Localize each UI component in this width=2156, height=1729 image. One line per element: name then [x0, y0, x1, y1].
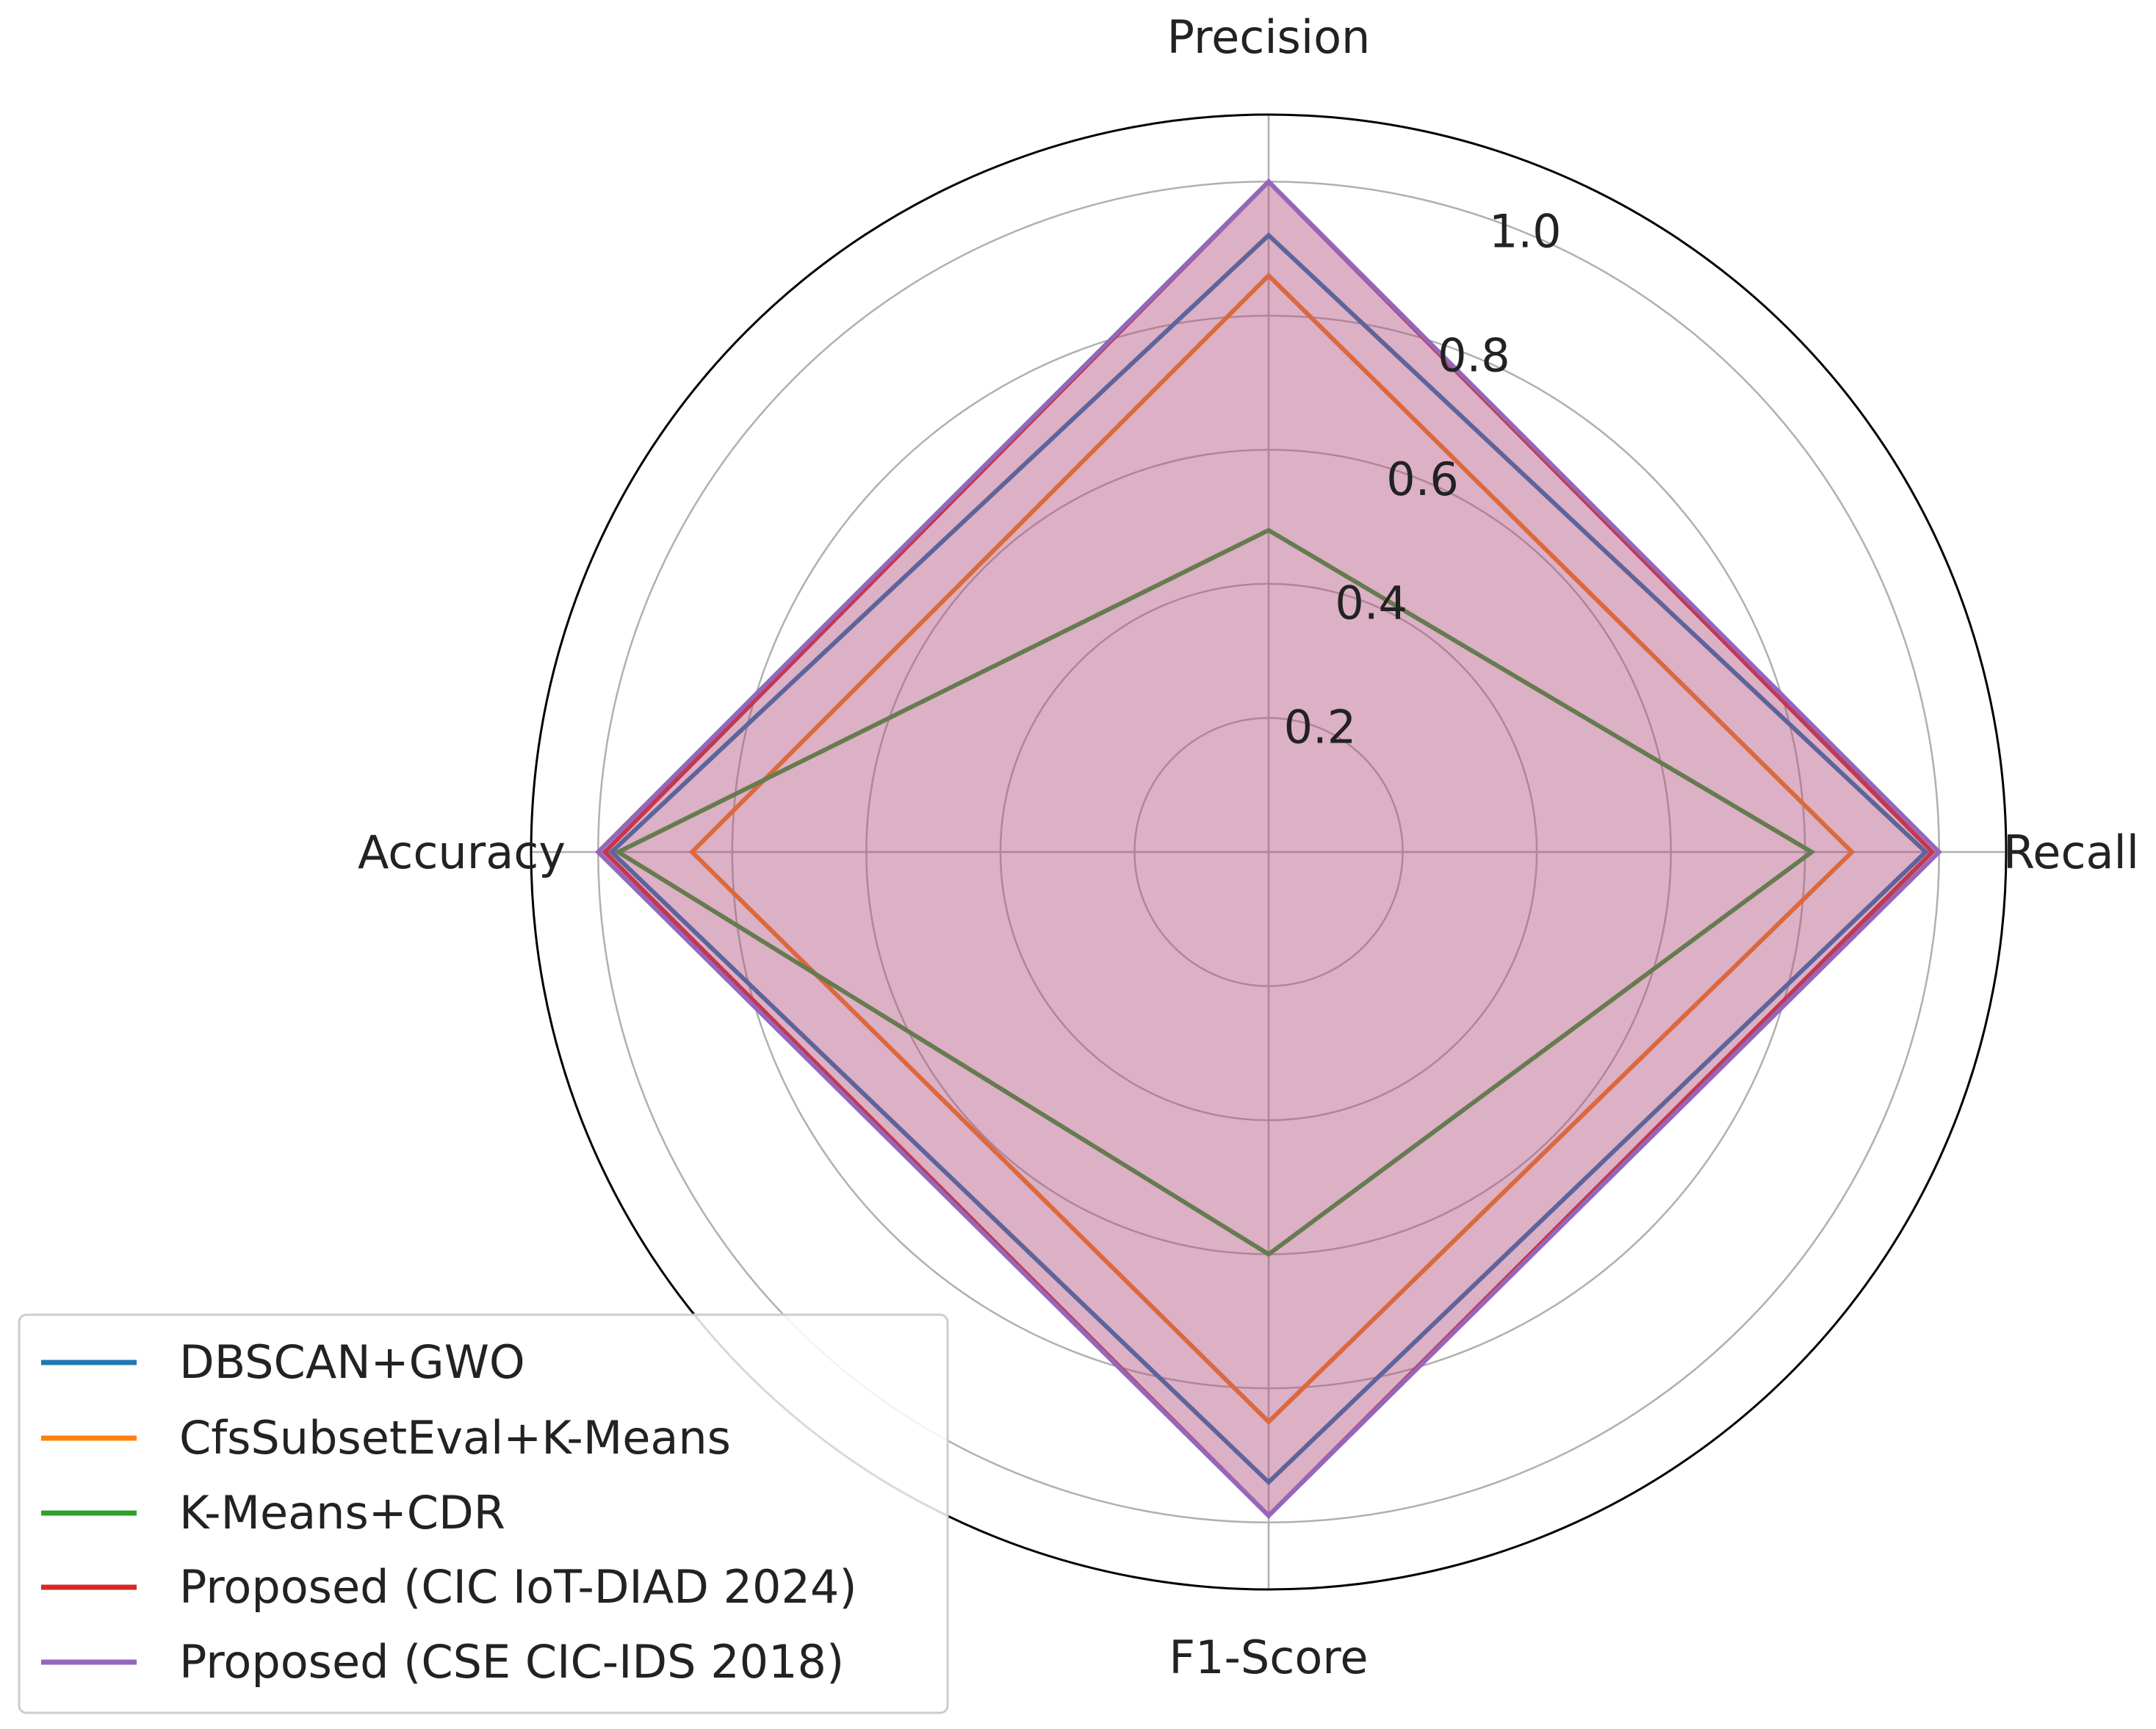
- axis-label-recall: Recall: [2003, 826, 2139, 879]
- angular-grid: [531, 115, 2006, 1589]
- legend-label-kmeans-cdr: K-Means+CDR: [179, 1486, 505, 1540]
- series-line-cfssubseteval-k-means: [688, 272, 1856, 1426]
- legend-label-dbscan-gwo: DBSCAN+GWO: [179, 1335, 525, 1389]
- axis-label-precision: Precision: [1167, 10, 1371, 64]
- tick-label: 0.6: [1386, 452, 1459, 506]
- polar-frame: [530, 113, 2008, 1591]
- series-layer: [595, 178, 1942, 1519]
- series-line-k-means-cdr: [613, 527, 1816, 1257]
- axis-label-f1-score: F1-Score: [1169, 1631, 1368, 1684]
- legend-frame: [18, 1313, 949, 1714]
- series-line-dbscan-gwo: [608, 232, 1929, 1486]
- radial-tick-labels: 0.2 0.4 0.6 0.8 1.0: [1284, 205, 1562, 754]
- legend-label-cfssubseteval-kmeans: CfsSubsetEval+K-Means: [179, 1411, 731, 1465]
- tick-label: 0.2: [1284, 700, 1357, 754]
- legend-label-proposed-cic-iot-diad-2024: Proposed (CIC IoT-DIAD 2024): [179, 1560, 857, 1614]
- axis-label-accuracy: Accuracy: [358, 826, 566, 879]
- tick-label: 0.8: [1438, 328, 1510, 382]
- series-line-proposed-cse-cic-ids-2018: [595, 178, 1942, 1519]
- legend: DBSCAN+GWO CfsSubsetEval+K-Means K-Means…: [18, 1313, 949, 1714]
- tick-label: 0.4: [1335, 577, 1407, 630]
- legend-label-proposed-cse-cic-ids-2018: Proposed (CSE CIC-IDS 2018): [179, 1635, 844, 1689]
- tick-label: 1.0: [1489, 205, 1562, 259]
